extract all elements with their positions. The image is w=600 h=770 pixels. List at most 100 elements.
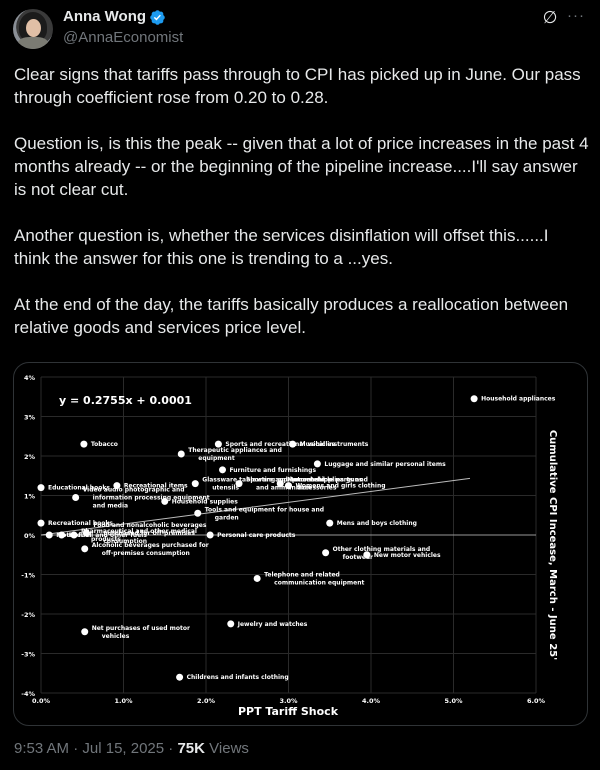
point-label: Tools and equipment for house and garden xyxy=(205,506,324,521)
author-name[interactable]: Anna Wong xyxy=(63,8,147,25)
post-footer: 9:53 AM · Jul 15, 2025 · 75K Views xyxy=(14,740,249,757)
post-header: Anna Wong @AnnaEconomist ∅ ··· xyxy=(0,0,600,56)
x-axis-label: PPT Tariff Shock xyxy=(238,705,339,718)
regression-equation: y = 0.2755x + 0.0001 xyxy=(59,394,192,407)
point-label: Recreational books xyxy=(48,520,113,527)
data-point: Recreational books xyxy=(37,519,113,527)
point-label: Womens and girls clothing xyxy=(296,483,386,490)
point-label: Glassware tableware and household utensil… xyxy=(202,477,325,492)
point-marker xyxy=(206,531,214,539)
point-label: Household appliances xyxy=(481,396,556,403)
point-label: Furniture and furnishings xyxy=(230,467,317,474)
axis-ticks: 0.0% 1.0% 2.0% 3.0% 4.0% 5.0% 6.0% 4% 3% 2% 1% 0% -1… xyxy=(21,374,545,705)
data-point: Alcoholic beverages purchased for off-pre… xyxy=(81,542,209,557)
point-label: Telephone and related communication equip… xyxy=(264,571,364,586)
point-marker xyxy=(235,480,243,488)
x-tick-label: 1.0% xyxy=(114,697,133,705)
data-point: Childrens and infants clothing xyxy=(176,673,289,681)
point-label: Educational books xyxy=(48,485,110,492)
data-point: Pharmaceutical and other medical products xyxy=(70,528,197,543)
author-handle[interactable]: @AnnaEconomist xyxy=(63,29,184,46)
data-point: Motor vehicle parts and accessories xyxy=(276,477,368,492)
y-tick-label: 0% xyxy=(24,532,36,540)
point-label: Other clothing materials and footwear xyxy=(333,546,431,561)
data-point: Furniture and furnishings xyxy=(219,466,316,474)
data-point: Womens and girls clothing xyxy=(285,482,386,490)
point-marker xyxy=(219,466,226,474)
separator: · xyxy=(168,740,174,757)
trendline xyxy=(40,477,471,536)
point-label: Personal care products xyxy=(217,532,296,539)
data-point: Educational books xyxy=(37,484,110,492)
point-label: Video audio photographic and information … xyxy=(83,486,210,509)
point-label: Alcoholic beverages purchased for off-pre… xyxy=(92,542,209,557)
avatar[interactable] xyxy=(13,9,53,49)
y-tick-label: 1% xyxy=(24,493,36,501)
y-tick-label: 2% xyxy=(24,453,36,461)
x-tick-label: 6.0% xyxy=(527,697,546,705)
data-point: Therapeutic appliances and equipment xyxy=(177,447,282,462)
views-count: 75K xyxy=(177,740,205,757)
point-label: Net purchases of used motor vehicles xyxy=(92,625,190,640)
data-points: Household appliances Tobacco Therapeutic a… xyxy=(37,395,556,681)
post-paragraph: Another question is, whether the service… xyxy=(14,226,549,268)
x-tick-label: 0.0% xyxy=(32,697,51,705)
point-marker xyxy=(313,460,321,468)
x-tick-label: 2.0% xyxy=(197,697,216,705)
point-label: Fuel oil and other fuels xyxy=(69,532,148,539)
data-point: Sporting equipment supplies guns and ammu… xyxy=(235,477,363,492)
avatar-face xyxy=(26,19,41,37)
point-marker xyxy=(113,482,121,490)
point-label: Mens and boys clothing xyxy=(337,520,417,527)
data-point: Glassware tableware and household utensil… xyxy=(191,477,325,492)
data-point: Tobacco xyxy=(80,440,118,448)
data-point: Personal care products xyxy=(206,531,296,539)
grok-icon[interactable]: ∅ xyxy=(542,8,558,27)
scatter-chart: 0.0% 1.0% 2.0% 3.0% 4.0% 5.0% 6.0% 4% 3% 2% 1% 0% -1… xyxy=(21,374,558,718)
point-marker xyxy=(289,440,297,448)
point-marker xyxy=(177,450,185,458)
point-marker xyxy=(81,628,89,636)
point-marker xyxy=(176,673,184,681)
point-marker xyxy=(80,440,88,448)
point-marker xyxy=(191,480,199,488)
point-marker xyxy=(70,531,78,539)
point-marker xyxy=(72,493,80,501)
data-point: Sports and recreational vehicles xyxy=(214,440,335,448)
point-marker xyxy=(326,519,334,527)
point-marker xyxy=(214,440,222,448)
y-tick-label: -4% xyxy=(21,690,35,698)
point-label: New motor vehicles xyxy=(374,552,441,559)
x-tick-label: 4.0% xyxy=(362,697,381,705)
point-marker xyxy=(82,529,90,537)
verified-badge-icon xyxy=(150,10,165,25)
point-marker xyxy=(194,509,202,517)
point-label: Jewelry and watches xyxy=(237,621,308,628)
y-axis-label: Cumulative CPI Incease, March - June 25' xyxy=(547,430,558,660)
data-point: Other clothing materials and footwear xyxy=(322,546,430,561)
point-label: Recreational items xyxy=(124,483,188,490)
data-point: Telephone and related communication equip… xyxy=(253,571,365,586)
post-paragraph: Question is, is this the peak -- given t… xyxy=(14,134,589,199)
y-tick-label: -1% xyxy=(21,572,35,580)
point-marker xyxy=(253,574,261,582)
post-paragraph: Clear signs that tariffs pass through to… xyxy=(14,65,581,107)
data-point: Net purchases of used motor vehicles xyxy=(81,625,190,640)
post-time[interactable]: 9:53 AM xyxy=(14,740,70,757)
data-point: Fuel oil and other fuels xyxy=(58,531,148,539)
point-marker xyxy=(161,497,169,505)
data-point: New motor vehicles xyxy=(363,551,441,559)
point-marker xyxy=(37,484,45,492)
post-image[interactable]: 0.0% 1.0% 2.0% 3.0% 4.0% 5.0% 6.0% 4% 3% 2% 1% 0% -1… xyxy=(13,362,588,726)
point-marker xyxy=(37,519,45,527)
x-tick-label: 5.0% xyxy=(444,697,463,705)
more-icon[interactable]: ··· xyxy=(567,7,585,24)
post-date[interactable]: Jul 15, 2025 xyxy=(82,740,165,757)
point-marker xyxy=(470,395,478,403)
views-label: Views xyxy=(209,740,249,757)
point-label: Musical instruments xyxy=(300,441,369,448)
point-marker xyxy=(285,482,292,490)
data-point: Recreational items xyxy=(113,482,188,490)
data-point: Mens and boys clothing xyxy=(326,519,417,527)
data-point: Tools and equipment for house and garden xyxy=(194,506,324,521)
